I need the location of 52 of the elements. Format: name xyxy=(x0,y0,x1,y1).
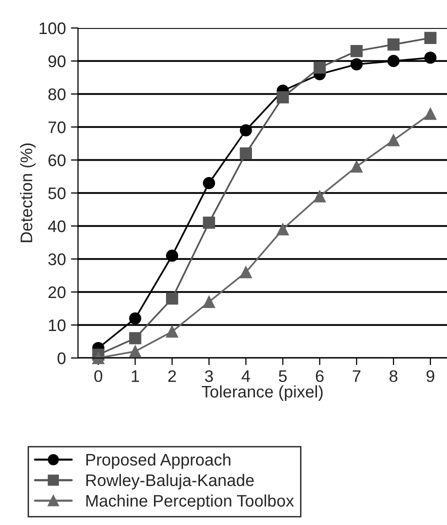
legend-label: Rowley-Baluja-Kanade xyxy=(86,474,254,490)
x-tick-label: 0 xyxy=(94,370,102,382)
legend-label: Machine Perception Toolbox xyxy=(86,494,294,510)
y-tick-label: 10 xyxy=(48,319,66,332)
legend-label: Proposed Approach xyxy=(86,453,230,469)
point xyxy=(92,352,104,364)
point xyxy=(166,326,178,338)
point xyxy=(350,160,363,173)
point xyxy=(166,250,178,262)
point xyxy=(276,91,289,104)
x-axis-title: Tolerance (pixel) xyxy=(202,385,323,401)
point xyxy=(202,177,216,190)
y-tick-label: 70 xyxy=(48,121,66,134)
point xyxy=(424,52,436,64)
point xyxy=(387,54,400,68)
y-axis-title: Detection (%) xyxy=(20,144,36,242)
y-tick-label: 30 xyxy=(48,253,66,266)
point xyxy=(314,62,326,74)
y-tick-label: 60 xyxy=(48,154,66,166)
point xyxy=(240,266,252,278)
point xyxy=(350,45,363,58)
point xyxy=(424,108,436,120)
x-tick-label: 6 xyxy=(316,370,324,382)
point xyxy=(240,147,252,160)
x-tick-label: 9 xyxy=(426,370,434,382)
point xyxy=(129,345,142,358)
point xyxy=(129,312,142,324)
y-tick-label: 50 xyxy=(48,187,66,200)
x-tick-label: 8 xyxy=(390,370,398,382)
x-tick-label: 2 xyxy=(168,370,176,382)
y-tick-label: 80 xyxy=(48,88,66,100)
y-tick-label: 0 xyxy=(58,352,66,364)
point xyxy=(314,190,326,202)
x-tick-label: 4 xyxy=(242,370,250,382)
y-tick-label: 100 xyxy=(40,22,66,34)
point xyxy=(202,296,216,308)
point xyxy=(240,124,252,136)
point xyxy=(129,332,142,344)
x-tick-label: 5 xyxy=(278,370,287,382)
x-tick-label: 1 xyxy=(132,370,140,382)
point xyxy=(276,223,289,236)
point xyxy=(166,292,178,305)
y-tick-label: 90 xyxy=(48,55,66,68)
point xyxy=(387,38,400,51)
y-tick-label: 40 xyxy=(48,220,66,232)
point xyxy=(350,58,363,70)
point xyxy=(424,32,436,44)
x-tick-label: 7 xyxy=(352,370,360,382)
point xyxy=(387,134,400,146)
x-tick-label: 3 xyxy=(204,370,213,382)
y-tick-label: 20 xyxy=(48,286,66,298)
point xyxy=(202,216,216,229)
